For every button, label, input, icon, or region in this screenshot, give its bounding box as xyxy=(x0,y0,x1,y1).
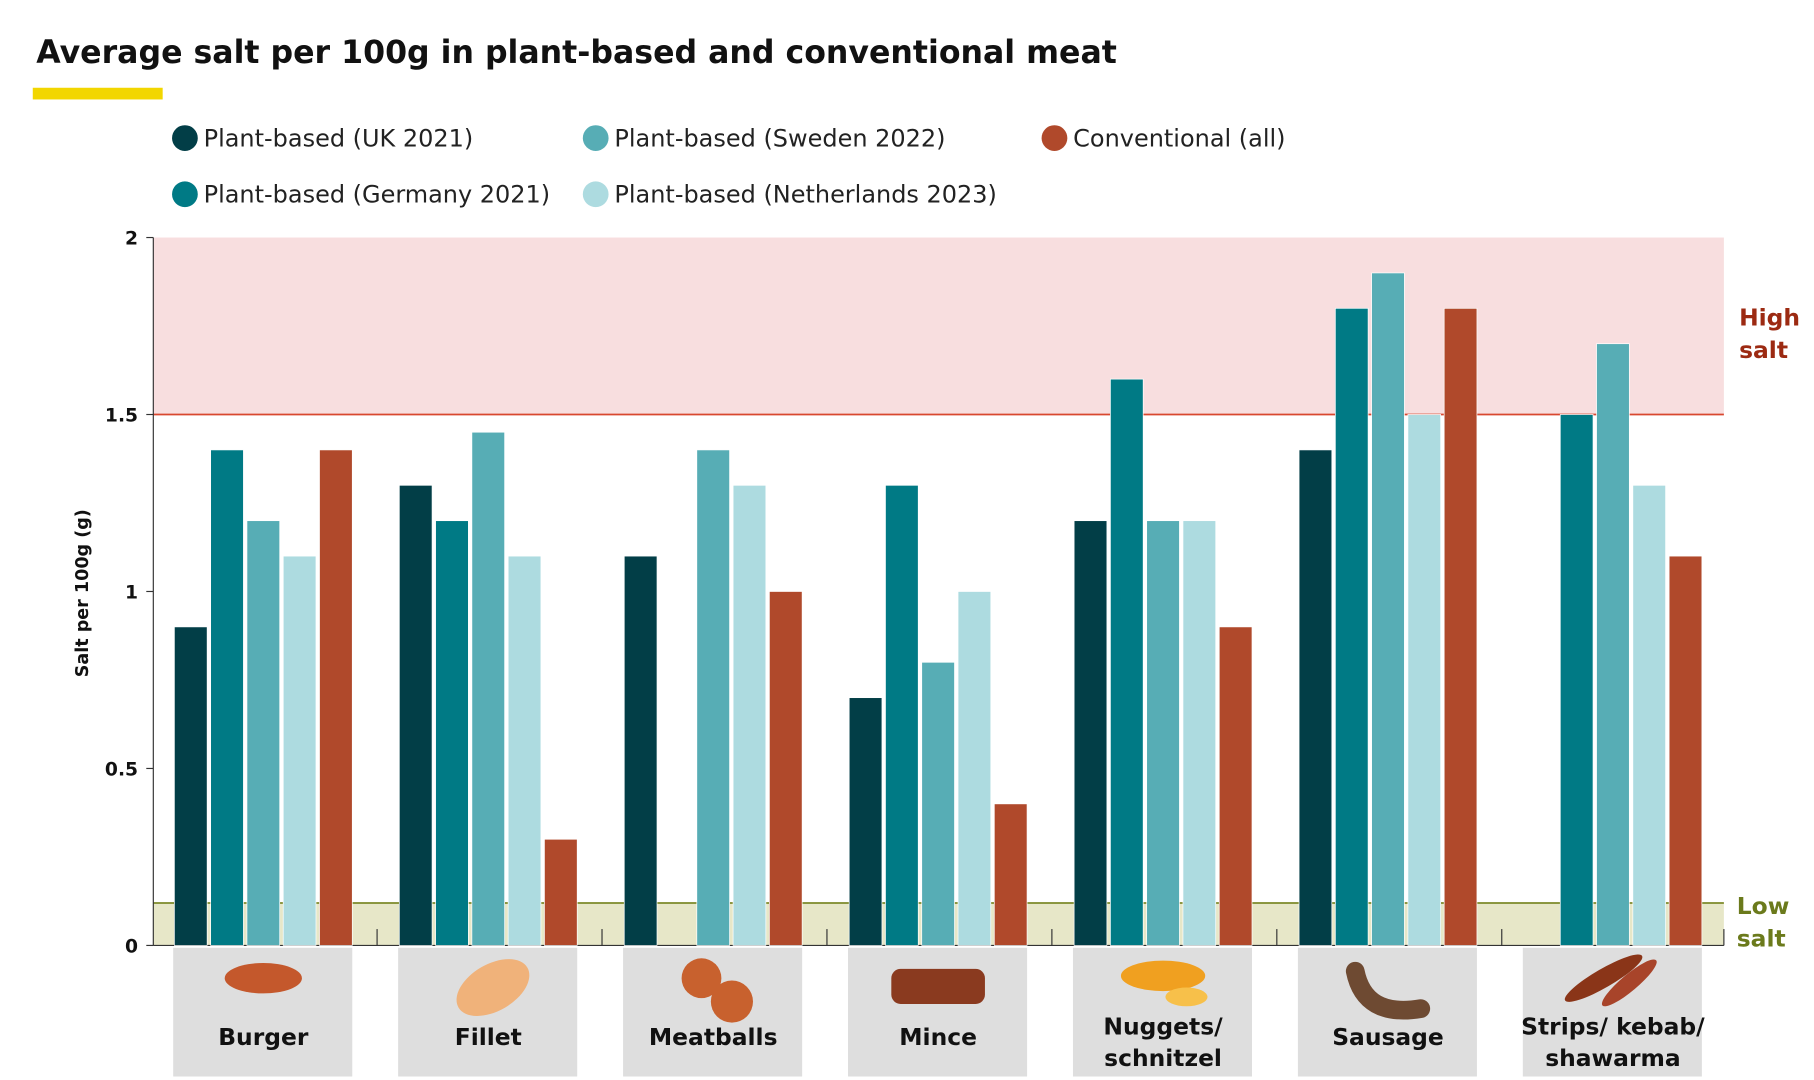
bar-strips-kebab-shawarma-3 xyxy=(1632,484,1666,946)
bar-nuggets-schnitzel-4 xyxy=(1218,626,1253,946)
bar-nuggets-schnitzel-0 xyxy=(1073,520,1108,946)
bar-fillet-3 xyxy=(507,555,542,946)
category-label: Strips/ kebab/ xyxy=(1521,1012,1705,1040)
bar-strips-kebab-shawarma-4 xyxy=(1668,555,1703,946)
bar-strips-kebab-shawarma-1 xyxy=(1559,414,1594,946)
bar-sausage-1 xyxy=(1334,307,1369,946)
legend-swatch xyxy=(1041,125,1068,151)
category-box xyxy=(848,947,1028,1077)
bar-sausage-3 xyxy=(1407,414,1442,946)
legend-swatch xyxy=(172,125,198,151)
legend-label: Conventional (all) xyxy=(1073,124,1285,152)
bar-nuggets-schnitzel-3 xyxy=(1182,520,1217,946)
bar-mince-2 xyxy=(921,661,955,946)
category-label: Mince xyxy=(899,1023,977,1051)
y-tick-label: 0.5 xyxy=(105,759,138,780)
y-tick-label: 0 xyxy=(125,936,138,957)
bar-meatballs-3 xyxy=(732,484,767,946)
bar-sausage-2 xyxy=(1371,272,1405,946)
bar-fillet-2 xyxy=(471,431,505,946)
bar-fillet-4 xyxy=(544,838,578,946)
bar-sausage-0 xyxy=(1298,449,1333,946)
bar-mince-3 xyxy=(957,591,992,946)
category-label: shawarma xyxy=(1545,1044,1680,1072)
bars xyxy=(174,272,1703,946)
bar-burger-1 xyxy=(210,449,244,946)
y-tick-label: 2 xyxy=(125,229,138,250)
legend-label: Plant-based (UK 2021) xyxy=(204,124,474,152)
bar-burger-3 xyxy=(282,555,317,946)
bar-nuggets-schnitzel-2 xyxy=(1146,520,1180,946)
strip-icon xyxy=(1601,959,1657,1007)
legend: Plant-based (UK 2021) Plant-based (German… xyxy=(172,124,1286,208)
y-axis-label: Salt per 100g (g) xyxy=(73,509,93,677)
fillet-icon xyxy=(456,959,530,1016)
category-label: Sausage xyxy=(1332,1023,1444,1051)
legend-label: Plant-based (Sweden 2022) xyxy=(614,124,945,152)
legend-label: Plant-based (Germany 2021) xyxy=(204,180,551,208)
bar-burger-4 xyxy=(319,449,353,946)
category-label: Nuggets/ xyxy=(1103,1012,1223,1040)
bar-mince-1 xyxy=(885,484,919,946)
chart-title: Average salt per 100g in plant-based and… xyxy=(36,35,1117,71)
category-label: Fillet xyxy=(455,1023,522,1051)
category-label: Meatballs xyxy=(649,1023,778,1051)
category-labels: Burger Fillet Meatballs Mince Nuggets/schnit… xyxy=(173,947,1705,1077)
sausage-icon xyxy=(1345,961,1431,1020)
low-salt-label: salt xyxy=(1737,925,1786,953)
bar-sausage-4 xyxy=(1443,307,1478,946)
nugget-icon xyxy=(1120,960,1206,992)
high-salt-zone xyxy=(153,237,1724,415)
bar-mince-0 xyxy=(848,697,883,946)
bar-fillet-1 xyxy=(435,520,469,946)
bar-burger-0 xyxy=(174,626,208,946)
mince-icon xyxy=(891,968,985,1004)
bar-nuggets-schnitzel-1 xyxy=(1110,378,1144,946)
high-salt-label: salt xyxy=(1739,336,1788,364)
burger-patty-icon xyxy=(224,962,302,994)
nugget-icon xyxy=(1165,987,1208,1007)
legend-swatch xyxy=(172,181,198,208)
bar-meatballs-2 xyxy=(696,449,730,946)
low-salt-label: Low xyxy=(1737,892,1790,920)
bar-mince-4 xyxy=(993,803,1028,946)
y-tick-label: 1.5 xyxy=(105,406,138,427)
bar-meatballs-4 xyxy=(769,591,803,946)
strip-icon xyxy=(1564,954,1643,1002)
legend-label: Plant-based (Netherlands 2023) xyxy=(614,180,996,208)
high-salt-label: High xyxy=(1739,303,1800,331)
legend-swatch xyxy=(582,181,609,208)
legend-swatch xyxy=(582,125,609,151)
category-label: schnitzel xyxy=(1104,1044,1222,1072)
meatball-icon xyxy=(681,958,722,999)
y-tick-label: 1 xyxy=(125,583,138,604)
bar-fillet-0 xyxy=(398,484,433,946)
title-accent-bar xyxy=(32,87,163,100)
bar-burger-2 xyxy=(246,520,281,946)
bar-meatballs-0 xyxy=(623,555,658,946)
meatball-icon xyxy=(710,980,753,1023)
bar-strips-kebab-shawarma-2 xyxy=(1596,343,1630,946)
category-label: Burger xyxy=(218,1023,309,1051)
